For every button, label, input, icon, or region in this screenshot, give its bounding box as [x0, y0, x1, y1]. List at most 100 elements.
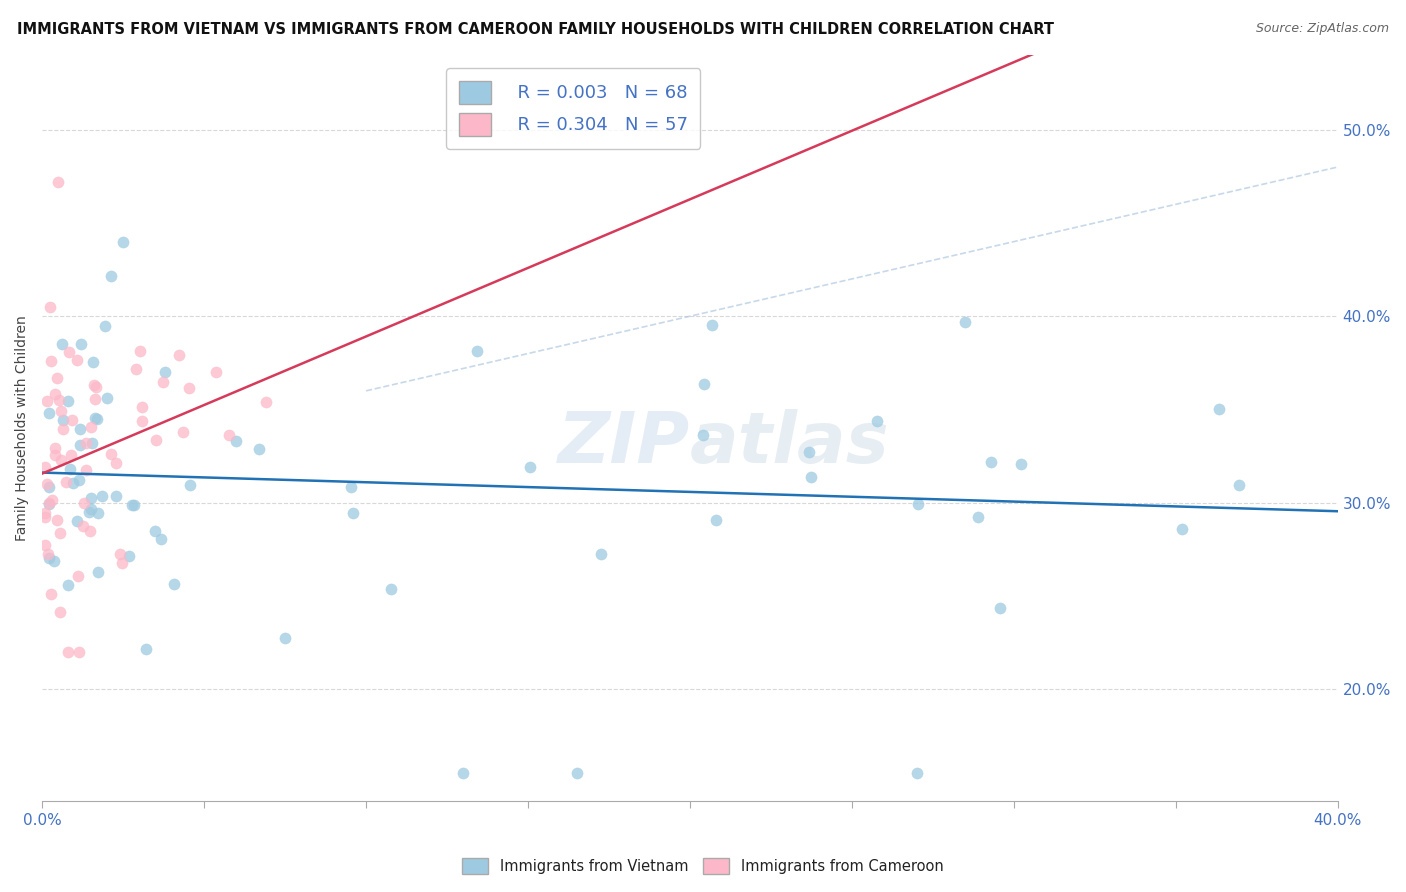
Point [149, 532, 172, 546]
Point [111, 557, 134, 571]
Text: IMMIGRANTS FROM VIETNAM VS IMMIGRANTS FROM CAMEROON FAMILY HOUSEHOLDS WITH CHILD: IMMIGRANTS FROM VIETNAM VS IMMIGRANTS FR… [17, 22, 1054, 37]
Point [153, 365, 176, 379]
Point [1227, 478, 1250, 492]
Point [179, 478, 201, 492]
Point [58, 345, 80, 359]
Point [52, 422, 75, 436]
Point [39, 300, 62, 314]
Point [380, 582, 402, 596]
Legend:   R = 0.003   N = 68,   R = 0.304   N = 57: R = 0.003 N = 68, R = 0.304 N = 57 [446, 68, 700, 149]
Point [1010, 458, 1032, 472]
Point [46, 513, 69, 527]
Point [172, 425, 194, 440]
Point [38, 497, 60, 511]
Point [38, 480, 60, 494]
Point [80, 436, 103, 450]
Point [91, 489, 114, 503]
Point [905, 766, 928, 780]
Point [152, 375, 174, 389]
Point [80, 502, 103, 516]
Point [72, 518, 94, 533]
Point [800, 469, 823, 483]
Point [700, 318, 723, 332]
Point [143, 524, 166, 539]
Point [56, 645, 79, 659]
Point [79, 420, 101, 434]
Point [83, 411, 105, 425]
Point [75, 436, 97, 450]
Point [48, 605, 70, 619]
Point [69, 422, 91, 436]
Point [966, 509, 988, 524]
Point [83, 378, 105, 392]
Point [73, 496, 96, 510]
Point [128, 344, 150, 359]
Text: ZIP: ZIP [558, 409, 690, 477]
Text: atlas: atlas [690, 409, 890, 477]
Point [254, 395, 277, 409]
Point [38, 406, 60, 420]
Point [100, 447, 122, 461]
Point [49, 526, 72, 541]
Y-axis label: Family Households with Children: Family Households with Children [15, 315, 30, 541]
Point [451, 766, 474, 780]
Point [591, 547, 613, 561]
Point [66, 353, 89, 368]
Point [84, 392, 107, 407]
Point [44, 441, 66, 455]
Point [87, 506, 110, 520]
Point [118, 549, 141, 563]
Point [39, 587, 62, 601]
Point [79, 524, 101, 538]
Point [100, 269, 122, 284]
Point [66, 514, 89, 528]
Point [34, 459, 56, 474]
Point [58, 393, 80, 408]
Point [37, 393, 59, 408]
Point [1171, 523, 1194, 537]
Point [704, 512, 727, 526]
Point [56, 578, 79, 592]
Point [799, 444, 821, 458]
Point [59, 448, 82, 462]
Text: Source: ZipAtlas.com: Source: ZipAtlas.com [1256, 22, 1389, 36]
Point [692, 428, 714, 442]
Point [48, 175, 70, 189]
Point [565, 766, 588, 780]
Point [988, 600, 1011, 615]
Point [953, 315, 976, 329]
Point [49, 404, 72, 418]
Point [693, 376, 716, 391]
Point [105, 489, 128, 503]
Point [163, 577, 186, 591]
Point [52, 413, 75, 427]
Point [44, 448, 66, 462]
Point [979, 455, 1001, 469]
Point [1208, 401, 1230, 416]
Point [125, 362, 148, 376]
Point [177, 381, 200, 395]
Point [112, 235, 135, 249]
Point [866, 414, 889, 428]
Point [135, 642, 157, 657]
Point [169, 348, 191, 362]
Point [131, 401, 153, 415]
Point [62, 476, 84, 491]
Legend: Immigrants from Vietnam, Immigrants from Cameroon: Immigrants from Vietnam, Immigrants from… [457, 852, 949, 880]
Point [46, 371, 69, 385]
Point [41, 493, 63, 508]
Point [274, 631, 297, 645]
Point [59, 462, 82, 476]
Point [247, 442, 270, 456]
Point [110, 547, 132, 561]
Point [340, 480, 363, 494]
Point [907, 497, 929, 511]
Point [94, 319, 117, 334]
Point [70, 337, 93, 351]
Point [145, 434, 167, 448]
Point [34, 509, 56, 524]
Point [38, 496, 60, 510]
Point [86, 411, 108, 425]
Point [96, 392, 118, 406]
Point [67, 569, 90, 583]
